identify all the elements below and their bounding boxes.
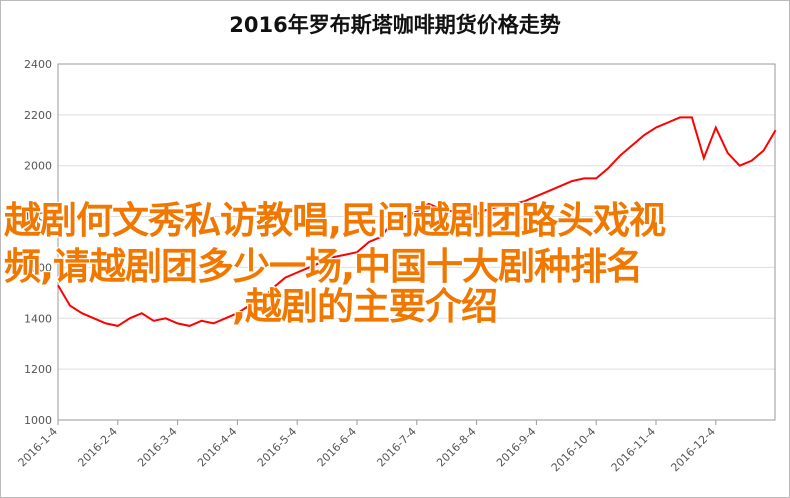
y-tick-label: 1000 — [24, 414, 52, 427]
overlay-text: 越剧何文秀私访教唱,民间越剧团路头戏视 — [4, 199, 666, 242]
y-tick-label: 2000 — [24, 160, 52, 173]
y-tick-label: 1400 — [24, 312, 52, 325]
overlay-text: 频,请越剧团多少一场,中国十大剧种排名 — [4, 245, 643, 288]
y-tick-label: 1800 — [24, 211, 52, 224]
y-tick-label: 1600 — [24, 261, 52, 274]
y-tick-label: 1200 — [24, 363, 52, 376]
y-tick-label: 2200 — [24, 109, 52, 122]
price-line — [57, 116, 777, 327]
y-tick-label: 2400 — [24, 58, 52, 71]
chart-title: 2016年罗布斯塔咖啡期货价格走势 — [229, 13, 560, 37]
overlay-text: ,越剧的主要介绍 — [232, 285, 498, 328]
